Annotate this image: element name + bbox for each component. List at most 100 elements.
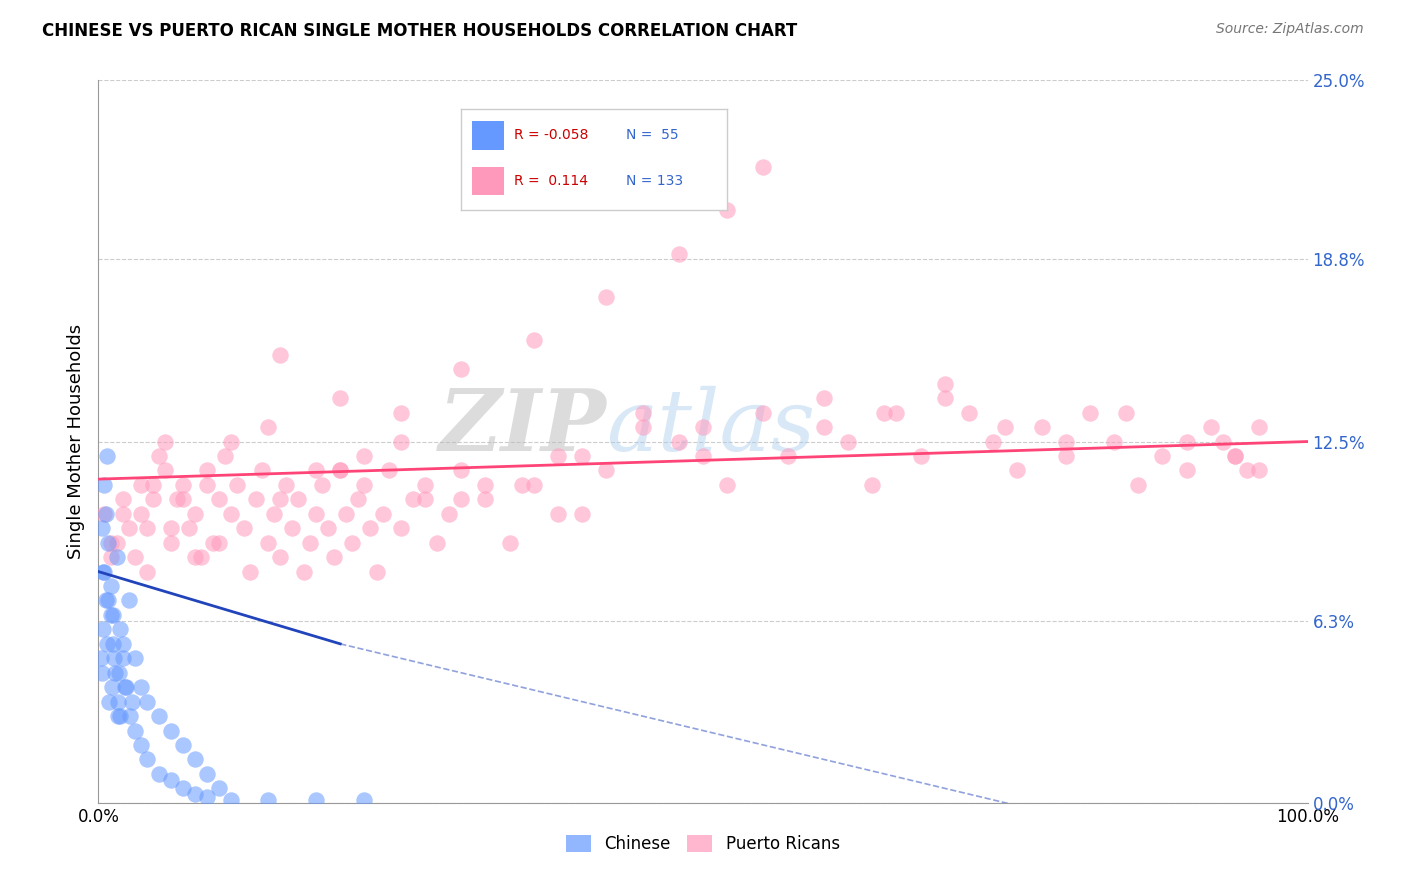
Point [281, 521, 304, 535]
Point [305, 463, 328, 477]
Point [595, 463, 617, 477]
Point [214, 449, 236, 463]
Point [342, 535, 364, 549]
Point [114, 680, 136, 694]
Point [366, 565, 388, 579]
Point [813, 420, 835, 434]
Point [1115, 406, 1137, 420]
Point [226, 478, 249, 492]
Point [105, 550, 128, 565]
Point [107, 709, 129, 723]
Point [129, 680, 152, 694]
Point [668, 246, 690, 260]
Point [981, 434, 1004, 449]
Point [389, 434, 412, 449]
Point [413, 492, 436, 507]
Point [389, 521, 412, 535]
Point [239, 565, 262, 579]
Point [135, 752, 157, 766]
Point [1236, 463, 1258, 477]
Point [934, 376, 956, 391]
Point [94, 593, 117, 607]
Point [305, 507, 328, 521]
Point [1102, 434, 1125, 449]
Point [523, 478, 546, 492]
Point [195, 767, 218, 781]
Point [474, 478, 496, 492]
Point [389, 406, 412, 420]
Point [100, 535, 122, 549]
Point [104, 665, 127, 680]
Point [129, 738, 152, 752]
Point [292, 565, 315, 579]
Point [97, 593, 120, 607]
Point [179, 521, 201, 535]
Point [1054, 449, 1077, 463]
Point [135, 521, 157, 535]
Text: ZIP: ZIP [439, 385, 606, 469]
Point [101, 637, 124, 651]
Point [93, 507, 115, 521]
Point [377, 463, 399, 477]
Point [1175, 434, 1198, 449]
Point [184, 787, 207, 801]
Point [571, 449, 593, 463]
Point [208, 535, 231, 549]
Point [1175, 463, 1198, 477]
Point [934, 391, 956, 405]
Point [299, 535, 322, 549]
Point [100, 680, 122, 694]
Point [105, 535, 128, 549]
Point [256, 793, 278, 807]
Point [353, 449, 375, 463]
Point [160, 521, 183, 535]
Point [1128, 478, 1150, 492]
Point [353, 478, 375, 492]
Point [910, 449, 932, 463]
Point [94, 507, 117, 521]
Point [98, 695, 121, 709]
Point [474, 492, 496, 507]
Point [100, 550, 122, 565]
Point [1007, 463, 1029, 477]
Point [668, 434, 690, 449]
Point [547, 507, 569, 521]
Point [1054, 434, 1077, 449]
Point [1223, 449, 1246, 463]
Point [91, 623, 114, 637]
Point [118, 709, 141, 723]
Point [124, 723, 146, 738]
Point [360, 521, 382, 535]
Point [172, 781, 194, 796]
Point [316, 521, 339, 535]
Point [510, 478, 533, 492]
Point [221, 507, 243, 521]
Point [91, 665, 114, 680]
Point [1199, 420, 1222, 434]
Point [837, 434, 859, 449]
Point [129, 478, 152, 492]
Point [498, 535, 520, 549]
Point [135, 565, 157, 579]
Point [1212, 434, 1234, 449]
Point [108, 623, 131, 637]
Point [103, 651, 125, 665]
Point [631, 420, 654, 434]
Point [250, 463, 273, 477]
Point [287, 492, 309, 507]
Point [124, 651, 146, 665]
Point [129, 507, 152, 521]
Point [1031, 420, 1053, 434]
Point [269, 492, 291, 507]
Point [347, 492, 370, 507]
Point [148, 767, 170, 781]
Point [716, 478, 738, 492]
Point [107, 695, 129, 709]
Point [269, 348, 291, 362]
Point [335, 507, 357, 521]
Point [108, 709, 131, 723]
Point [245, 492, 267, 507]
Text: atlas: atlas [606, 385, 815, 468]
Point [994, 420, 1017, 434]
Point [450, 362, 472, 376]
